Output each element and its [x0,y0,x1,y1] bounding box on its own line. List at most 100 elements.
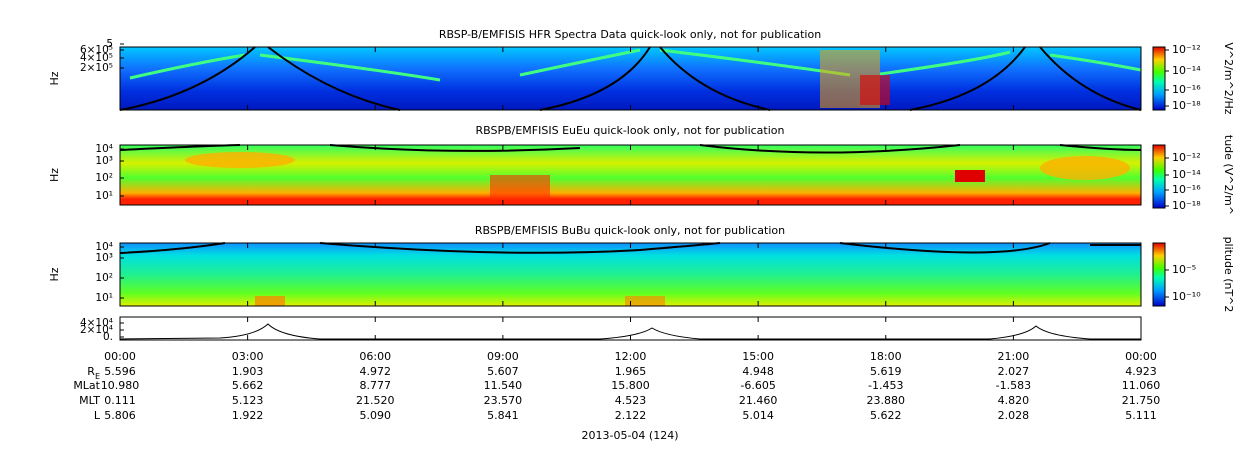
y-tick-label: 0. [103,331,113,343]
y-tick-label: 4×10⁵ [80,52,113,64]
ephemeris-value: 15.800 [611,379,650,392]
ephemeris-value: 5.841 [487,409,519,422]
spectrogram-feature [129,48,1142,82]
y-tick-label: 5 [106,38,113,50]
spectrogram [120,243,1141,306]
ephemeris-value: 4.948 [742,365,774,378]
colorbar-tick-label: 10⁻¹⁶ [1172,183,1201,196]
ephemeris-value: -1.453 [868,379,903,392]
colorbar [1152,46,1166,111]
time-tick-label: 15:00 [742,350,774,363]
y-tick-label: 10¹ [95,190,113,202]
time-tick-label: 18:00 [870,350,902,363]
ephemeris-label: L [94,409,101,422]
spectrogram-feature [255,296,285,306]
time-tick-label: 09:00 [487,350,519,363]
ephemeris-value: 4.523 [615,394,647,407]
colorbar-label: plitude (nT^2 [1222,237,1235,313]
y-tick-label: 10² [95,272,113,284]
ephemeris-value: -1.583 [996,379,1031,392]
y-tick-label: 10³ [95,155,113,167]
y-tick-label: 10³ [95,252,113,264]
ephemeris-value: 4.820 [998,394,1030,407]
colorbar [1152,242,1166,307]
ephemeris-value: -6.605 [740,379,775,392]
ephemeris-value: 21.520 [356,394,395,407]
ephemeris-value: 5.662 [232,379,264,392]
ephemeris-value: 4.923 [1125,365,1157,378]
colorbar-tick-label: 10⁻¹² [1172,43,1201,56]
ephemeris-value: 4.972 [360,365,392,378]
ephemeris-value: 2.027 [998,365,1030,378]
time-tick-label: 00:00 [1125,350,1157,363]
ephemeris-value: 5.806 [104,409,136,422]
y-axis-label: Hz [48,267,61,281]
ephemeris-value: 2.028 [998,409,1030,422]
spectrogram-feature [955,170,985,182]
panel-title: RBSPB/EMFISIS EuEu quick-look only, not … [475,124,784,137]
ephemeris-label-sub: E [95,372,100,381]
colorbar-tick-label: 10⁻¹⁴ [1172,64,1201,77]
colorbar-label: tude (V^2/m^ [1222,135,1235,215]
ephemeris-value: 23.880 [867,394,906,407]
ephemeris-label-text: R [87,365,95,378]
spectrogram-feature [490,175,550,200]
y-axis-label: Hz [48,71,61,85]
ephemeris-value: 5.123 [232,394,264,407]
colorbar [1152,144,1166,209]
ephemeris-value: 21.750 [1122,394,1161,407]
ephemeris-value: 11.060 [1122,379,1161,392]
spectrogram-feature [1040,156,1130,180]
ephemeris-value: 5.014 [742,409,774,422]
ephemeris-value: 5.622 [870,409,902,422]
ephemeris-value: 5.111 [1125,409,1157,422]
colorbar-label: V^2/m^2/Hz [1222,42,1235,114]
colorbar-tick-label: 10⁻¹⁴ [1172,168,1201,181]
time-tick-label: 03:00 [232,350,264,363]
ephemeris-value: 23.570 [484,394,523,407]
spectrogram-feature [860,75,890,105]
ephemeris-value: 2.122 [615,409,647,422]
ephemeris-value: 8.777 [360,379,392,392]
spectrogram-feature [185,152,295,168]
time-tick-label: 21:00 [998,350,1030,363]
y-tick-label: 4×10⁴ [80,317,113,329]
colorbar-tick-label: 10⁻¹⁶ [1172,83,1201,96]
y-tick-label: 10¹ [95,292,113,304]
ephemeris-value: 1.922 [232,409,264,422]
time-tick-label: 06:00 [359,350,391,363]
ephemeris-value: 5.607 [487,365,519,378]
y-axis-label: Hz [48,168,61,182]
ephemeris-value: 0.111 [104,394,136,407]
colorbar-tick-label: 10⁻¹⁸ [1172,99,1201,112]
ephemeris-label: MLT [79,394,100,407]
ephemeris-value: 21.460 [739,394,778,407]
ephemeris-value: 10.980 [101,379,140,392]
ephemeris-value: 5.619 [870,365,902,378]
y-tick-label: 10² [95,172,113,184]
y-tick-label: 2×10⁵ [80,62,113,74]
y-tick-label: 10⁴ [95,241,113,253]
colorbar-tick-label: 10⁻⁵ [1172,263,1196,276]
panel-title: RBSP-B/EMFISIS HFR Spectra Data quick-lo… [439,28,821,41]
colorbar-tick-label: 10⁻¹⁸ [1172,199,1201,212]
panel-title: RBSPB/EMFISIS BuBu quick-look only, not … [475,224,785,237]
ephemeris-label-text: L [94,409,101,422]
ephemeris-value: 11.540 [484,379,523,392]
ephemeris-label: RE [87,365,100,381]
y-tick-label: 10⁴ [95,143,113,155]
time-tick-label: 12:00 [615,350,647,363]
y-tick-label: 2×10⁴ [80,324,113,336]
y-tick-label: 6×10⁵ [80,44,113,56]
spectrogram-feature [625,296,665,306]
ephemeris-label: MLat [73,379,100,392]
ephemeris-label-text: MLat [73,379,100,392]
colorbar-tick-label: 10⁻¹⁰ [1172,290,1201,303]
ephemeris-label-text: MLT [79,394,100,407]
time-tick-label: 00:00 [104,350,136,363]
date-label: 2013-05-04 (124) [581,429,678,442]
ephemeris-value: 1.903 [232,365,264,378]
ephemeris-value: 1.965 [615,365,647,378]
colorbar-tick-label: 10⁻¹² [1172,151,1201,164]
